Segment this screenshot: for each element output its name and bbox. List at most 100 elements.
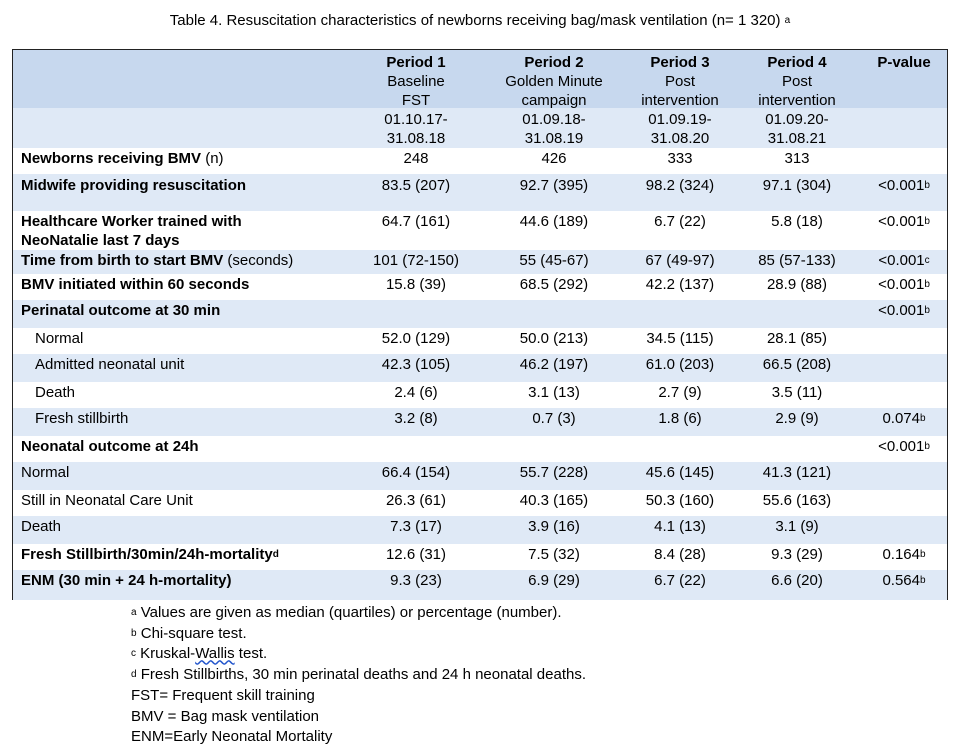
cell-period-2: 55.7 (228) (519, 464, 589, 481)
cell-period-2: 40.3 (165) (519, 492, 589, 509)
row-label-text: Death (21, 518, 62, 535)
row-label-text: Normal (21, 464, 70, 481)
pvalue-footnote-mark: b (924, 305, 930, 316)
dates-period-4-start: 01.09.20- (765, 111, 829, 128)
table-dates-row: 01.10.17- 31.08.18 01.09.18- 31.08.19 01… (13, 108, 947, 148)
cell-period-3: 42.2 (137) (645, 276, 715, 293)
cell-period-1: 9.3 (23) (390, 572, 442, 589)
pvalue-text: <0.001 (878, 302, 925, 319)
row-label: Neonatal outcome at 24h (21, 437, 351, 456)
pvalue-footnote-mark: b (919, 549, 926, 560)
dates-period-4: 01.09.20- 31.08.21 (741, 110, 853, 148)
row-label: Fresh stillbirth (35, 409, 365, 428)
pvalue-text: <0.001 (878, 438, 925, 455)
header-period-4-title: Period 4 (767, 54, 827, 71)
cell-pvalue: 0.564b (863, 571, 945, 590)
cell-period-2: 68.5 (292) (519, 276, 589, 293)
dates-period-1: 01.10.17- 31.08.18 (361, 110, 471, 148)
row-label-bold: ENM (30 min + 24 h-mortality) (21, 572, 232, 589)
pvalue-text: <0.001 (878, 177, 925, 194)
row-label-text: Admitted neonatal unit (35, 356, 185, 373)
cell-period-2: 7.5 (32) (528, 546, 580, 563)
cell-period-3: 8.4 (28) (654, 546, 706, 563)
cell-period-4: 85 (57-133) (758, 252, 836, 269)
cell-period-4: 6.6 (20) (771, 572, 823, 589)
row-label-bold: Perinatal outcome at 30 min (21, 302, 221, 319)
cell-period-4: 3.1 (9) (775, 518, 819, 535)
cell-period-3: 2.7 (9) (658, 384, 702, 401)
footnote-a-text: Values are given as median (quartiles) o… (136, 604, 562, 621)
row-label: Midwife providing resuscitation (21, 176, 351, 195)
pvalue-footnote-mark: b (924, 441, 930, 452)
cell-period-1: 83.5 (207) (381, 177, 451, 194)
pvalue-text: <0.001 (878, 276, 925, 293)
footnote-c: c Kruskal-Wallis test. (131, 644, 931, 665)
table-row: Still in Neonatal Care Unit 26.3 (61) 40.3… (13, 490, 947, 516)
table-title: Table 4. Resuscitation characteristics o… (0, 12, 960, 29)
cell-pvalue: <0.001b (863, 176, 945, 195)
table-row: Fresh Stillbirth/30min/24h-mortalityd 12.… (13, 544, 947, 570)
cell-period-1: 26.3 (61) (385, 492, 447, 509)
footnote-c-spellcheck-word: Wallis (195, 645, 235, 663)
header-period-2: Period 2 Golden Minute campaign (489, 53, 619, 110)
table-row: Normal 66.4 (154) 55.7 (228) 45.6 (145) 41.3… (13, 462, 947, 490)
cell-period-1: 12.6 (31) (385, 546, 447, 563)
pvalue-text: 0.074 (882, 410, 920, 427)
cell-period-2: 46.2 (197) (519, 356, 589, 373)
row-label-bold: Newborns receiving BMV (21, 150, 202, 167)
row-label-text: Normal (35, 330, 84, 347)
cell-period-2: 6.9 (29) (528, 572, 580, 589)
cell-period-2: 50.0 (213) (519, 330, 589, 347)
cell-pvalue: <0.001b (863, 437, 945, 456)
row-label: BMV initiated within 60 seconds (21, 275, 351, 294)
cell-pvalue: <0.001b (863, 212, 945, 231)
row-label-bold: BMV initiated within 60 seconds (21, 276, 250, 293)
dates-period-3: 01.09.19- 31.08.20 (625, 110, 735, 148)
dates-period-4-end: 31.08.21 (767, 130, 827, 147)
cell-pvalue: <0.001b (863, 275, 945, 294)
pvalue-text: <0.001 (878, 213, 925, 230)
row-label-bold-line2: NeoNatalie last 7 days (21, 232, 180, 249)
row-label-text: Still in Neonatal Care Unit (21, 492, 193, 509)
table-row: Midwife providing resuscitation 83.5 (207… (13, 174, 947, 211)
cell-period-4: 97.1 (304) (762, 177, 832, 194)
footnote-b-mark: b (131, 627, 137, 639)
header-period-1-title: Period 1 (386, 54, 446, 71)
pvalue-footnote-mark: b (919, 575, 926, 586)
table-row: Fresh stillbirth 3.2 (8) 0.7 (3) 1.8 (6) 2.9… (13, 408, 947, 436)
header-period-4-line3: intervention (758, 92, 836, 109)
table-row: Neonatal outcome at 24h <0.001b (13, 436, 947, 462)
table-row: Death 7.3 (17) 3.9 (16) 4.1 (13) 3.1 (9) (13, 516, 947, 544)
abbrev-fst: FST= Frequent skill training (131, 686, 315, 704)
cell-period-2: 0.7 (3) (532, 410, 576, 427)
row-label: Time from birth to start BMV (seconds) (21, 251, 351, 270)
header-period-3-title: Period 3 (650, 54, 710, 71)
row-label: Fresh Stillbirth/30min/24h-mortalityd (21, 545, 351, 564)
row-label: Still in Neonatal Care Unit (21, 491, 351, 510)
header-period-1: Period 1 Baseline FST (361, 53, 471, 110)
header-period-3-line3: intervention (641, 92, 719, 109)
footnote-c-text: test. (234, 645, 268, 663)
pvalue-text: 0.564 (882, 572, 920, 589)
pvalue-text: <0.001 (878, 252, 925, 269)
cell-period-3: 333 (667, 150, 693, 167)
row-label: Death (35, 383, 365, 402)
header-period-2-line2: Golden Minute (505, 73, 603, 90)
pvalue-footnote-mark: b (924, 216, 930, 227)
cell-period-3: 50.3 (160) (645, 492, 715, 509)
footnote-d-mark: d (131, 669, 137, 681)
cell-period-1: 42.3 (105) (381, 356, 451, 373)
cell-period-4: 41.3 (121) (762, 464, 832, 481)
header-period-1-line3: FST (401, 92, 431, 109)
cell-period-1: 7.3 (17) (390, 518, 442, 535)
abbrev-bmv: BMV = Bag mask ventilation (131, 707, 320, 725)
cell-pvalue: <0.001c (863, 251, 945, 270)
header-period-3: Period 3 Post intervention (625, 53, 735, 110)
header-period-4: Period 4 Post intervention (741, 53, 853, 110)
dates-period-2-start: 01.09.18- (522, 111, 586, 128)
pvalue-footnote-mark: b (924, 279, 930, 290)
row-label: Normal (35, 329, 365, 348)
cell-period-1: 101 (72-150) (373, 252, 459, 269)
cell-period-3: 6.7 (22) (654, 213, 706, 230)
cell-period-1: 52.0 (129) (381, 330, 451, 347)
